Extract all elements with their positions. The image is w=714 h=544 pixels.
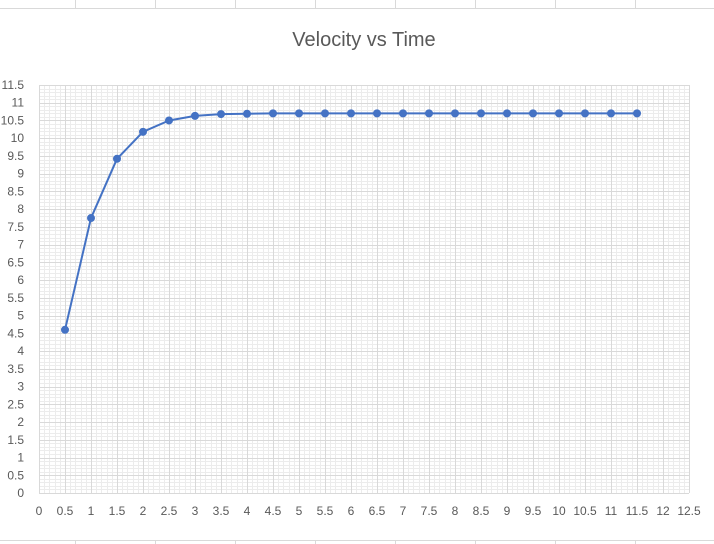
series-velocity	[61, 109, 642, 334]
y-tick-label: 1	[17, 451, 24, 465]
y-tick-label: 9	[17, 167, 24, 181]
y-tick-label: 7	[17, 238, 24, 252]
y-tick-label: 4.5	[7, 326, 24, 340]
x-tick-label: 11	[605, 504, 618, 518]
x-tick-label: 9.5	[525, 504, 542, 518]
x-tick-label: 0	[36, 504, 43, 518]
data-point	[61, 325, 70, 334]
y-tick-label: 11.5	[2, 78, 25, 92]
x-tick-label: 12.5	[677, 504, 701, 518]
data-point	[607, 109, 616, 118]
y-tick-label: 9.5	[7, 149, 24, 163]
x-tick-label: 7.5	[421, 504, 438, 518]
y-tick-label: 8	[17, 202, 24, 216]
x-tick-label: 1	[88, 504, 95, 518]
x-tick-label: 10.5	[573, 504, 597, 518]
data-point	[113, 154, 122, 163]
data-point	[242, 109, 251, 118]
y-tick-label: 2	[17, 415, 24, 429]
x-tick-label: 2	[140, 504, 147, 518]
x-tick-label: 3	[192, 504, 199, 518]
x-tick-label: 8	[452, 504, 459, 518]
data-point	[476, 109, 485, 118]
y-axis-tick-labels: 00.511.522.533.544.555.566.577.588.599.5…	[1, 78, 25, 500]
chart-title: Velocity vs Time	[292, 29, 435, 51]
data-point	[138, 127, 147, 136]
x-tick-label: 4	[244, 504, 251, 518]
major-gridlines	[39, 85, 690, 494]
data-point	[581, 109, 590, 118]
y-tick-label: 2.5	[7, 397, 24, 411]
y-tick-label: 5	[17, 309, 24, 323]
data-point	[398, 109, 407, 118]
x-tick-label: 12	[656, 504, 670, 518]
y-tick-label: 1.5	[7, 433, 24, 447]
y-tick-label: 10	[11, 131, 25, 145]
data-point	[346, 109, 355, 118]
y-tick-label: 3	[17, 380, 24, 394]
y-tick-label: 0.5	[7, 468, 24, 482]
y-tick-label: 10.5	[1, 113, 25, 127]
x-tick-label: 4.5	[265, 504, 282, 518]
data-point	[216, 110, 225, 119]
x-tick-label: 5	[296, 504, 303, 518]
y-tick-label: 7.5	[7, 220, 24, 234]
x-tick-label: 6.5	[369, 504, 386, 518]
data-point	[502, 109, 511, 118]
data-point	[87, 214, 96, 223]
data-point	[320, 109, 329, 118]
x-tick-label: 8.5	[473, 504, 490, 518]
x-axis-tick-labels: 0 0.5 1 1.5 2 2.5 3 3.5 4 4.5 5 5.5 6 6.5 7 7.5 8 8.5 9 9.5…	[36, 504, 701, 518]
y-tick-label: 3.5	[7, 362, 24, 376]
x-tick-label: 2.5	[161, 504, 178, 518]
y-tick-label: 11	[12, 96, 25, 110]
y-tick-label: 8.5	[7, 184, 24, 198]
x-tick-label: 10	[552, 504, 566, 518]
x-tick-label: 9	[504, 504, 511, 518]
data-point	[529, 109, 538, 118]
y-tick-label: 5.5	[7, 291, 24, 305]
data-point	[164, 116, 173, 125]
x-tick-label: 5.5	[317, 504, 334, 518]
y-tick-label: 0	[17, 486, 24, 500]
data-point	[294, 109, 303, 118]
y-tick-label: 6	[17, 273, 24, 287]
data-point	[424, 109, 433, 118]
x-tick-label: 1.5	[109, 504, 126, 518]
y-tick-label: 4	[17, 344, 24, 358]
x-tick-label: 3.5	[213, 504, 230, 518]
minor-gridlines	[39, 85, 689, 493]
data-point	[372, 109, 381, 118]
x-tick-label: 0.5	[57, 504, 74, 518]
x-tick-label: 7	[400, 504, 407, 518]
x-tick-label: 6	[348, 504, 355, 518]
data-point	[555, 109, 564, 118]
data-point	[450, 109, 459, 118]
y-tick-label: 6.5	[7, 255, 24, 269]
data-point	[633, 109, 642, 118]
x-tick-label: 11.5	[626, 504, 649, 518]
data-point	[190, 111, 199, 120]
data-point	[268, 109, 277, 118]
